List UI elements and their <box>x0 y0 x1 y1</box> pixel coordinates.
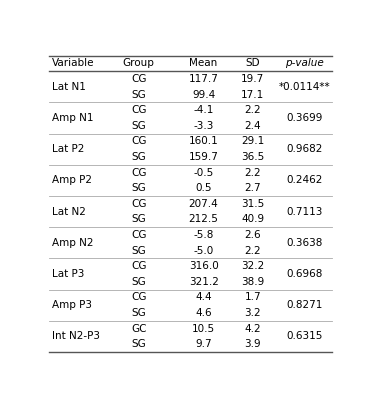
Text: SG: SG <box>131 339 146 349</box>
Text: -0.5: -0.5 <box>193 168 214 178</box>
Text: GC: GC <box>131 324 147 334</box>
Text: Lat P3: Lat P3 <box>52 269 85 279</box>
Text: 117.7: 117.7 <box>189 74 219 84</box>
Text: -4.1: -4.1 <box>193 105 214 115</box>
Text: CG: CG <box>131 105 147 115</box>
Text: 3.9: 3.9 <box>244 339 261 349</box>
Text: CG: CG <box>131 230 147 240</box>
Text: 2.7: 2.7 <box>244 183 261 193</box>
Text: 38.9: 38.9 <box>241 277 264 287</box>
Text: Amp N2: Amp N2 <box>52 238 94 248</box>
Text: Variable: Variable <box>52 58 95 68</box>
Text: SG: SG <box>131 183 146 193</box>
Text: Amp N1: Amp N1 <box>52 113 94 123</box>
Text: CG: CG <box>131 136 147 146</box>
Text: CG: CG <box>131 168 147 178</box>
Text: 1.7: 1.7 <box>244 292 261 302</box>
Text: 2.2: 2.2 <box>244 168 261 178</box>
Text: Lat N1: Lat N1 <box>52 82 86 92</box>
Text: 0.3638: 0.3638 <box>286 238 323 248</box>
Text: -3.3: -3.3 <box>193 121 214 131</box>
Text: SG: SG <box>131 89 146 100</box>
Text: Lat N2: Lat N2 <box>52 207 86 217</box>
Text: 2.4: 2.4 <box>244 121 261 131</box>
Text: SG: SG <box>131 277 146 287</box>
Text: 2.2: 2.2 <box>244 105 261 115</box>
Text: 0.7113: 0.7113 <box>286 207 323 217</box>
Text: SG: SG <box>131 121 146 131</box>
Text: 36.5: 36.5 <box>241 152 264 162</box>
Text: Group: Group <box>123 58 155 68</box>
Text: Amp P2: Amp P2 <box>52 176 92 186</box>
Text: 0.5: 0.5 <box>195 183 212 193</box>
Text: 159.7: 159.7 <box>189 152 219 162</box>
Text: 32.2: 32.2 <box>241 261 264 271</box>
Text: *0.0114**: *0.0114** <box>279 82 330 92</box>
Text: 160.1: 160.1 <box>189 136 218 146</box>
Text: p-value: p-value <box>285 58 324 68</box>
Text: 2.2: 2.2 <box>244 246 261 256</box>
Text: 316.0: 316.0 <box>189 261 218 271</box>
Text: 0.9682: 0.9682 <box>286 144 323 154</box>
Text: 0.6968: 0.6968 <box>286 269 323 279</box>
Text: SG: SG <box>131 214 146 224</box>
Text: 31.5: 31.5 <box>241 199 264 209</box>
Text: 10.5: 10.5 <box>192 324 215 334</box>
Text: Lat P2: Lat P2 <box>52 144 85 154</box>
Text: 4.2: 4.2 <box>244 324 261 334</box>
Text: 4.4: 4.4 <box>195 292 212 302</box>
Text: -5.0: -5.0 <box>193 246 214 256</box>
Text: 212.5: 212.5 <box>189 214 219 224</box>
Text: CG: CG <box>131 74 147 84</box>
Text: 4.6: 4.6 <box>195 308 212 318</box>
Text: 9.7: 9.7 <box>195 339 212 349</box>
Text: 0.3699: 0.3699 <box>286 113 323 123</box>
Text: SG: SG <box>131 152 146 162</box>
Text: SG: SG <box>131 308 146 318</box>
Text: 2.6: 2.6 <box>244 230 261 240</box>
Text: 99.4: 99.4 <box>192 89 215 100</box>
Text: Int N2-P3: Int N2-P3 <box>52 332 100 342</box>
Text: 40.9: 40.9 <box>241 214 264 224</box>
Text: 207.4: 207.4 <box>189 199 218 209</box>
Text: SD: SD <box>245 58 260 68</box>
Text: CG: CG <box>131 261 147 271</box>
Text: 19.7: 19.7 <box>241 74 264 84</box>
Text: Mean: Mean <box>189 58 218 68</box>
Text: 0.8271: 0.8271 <box>286 300 323 310</box>
Text: 0.2462: 0.2462 <box>286 176 323 186</box>
Text: 29.1: 29.1 <box>241 136 264 146</box>
Text: CG: CG <box>131 199 147 209</box>
Text: 3.2: 3.2 <box>244 308 261 318</box>
Text: CG: CG <box>131 292 147 302</box>
Text: 17.1: 17.1 <box>241 89 264 100</box>
Text: SG: SG <box>131 246 146 256</box>
Text: Amp P3: Amp P3 <box>52 300 92 310</box>
Text: 321.2: 321.2 <box>189 277 219 287</box>
Text: -5.8: -5.8 <box>193 230 214 240</box>
Text: 0.6315: 0.6315 <box>286 332 323 342</box>
